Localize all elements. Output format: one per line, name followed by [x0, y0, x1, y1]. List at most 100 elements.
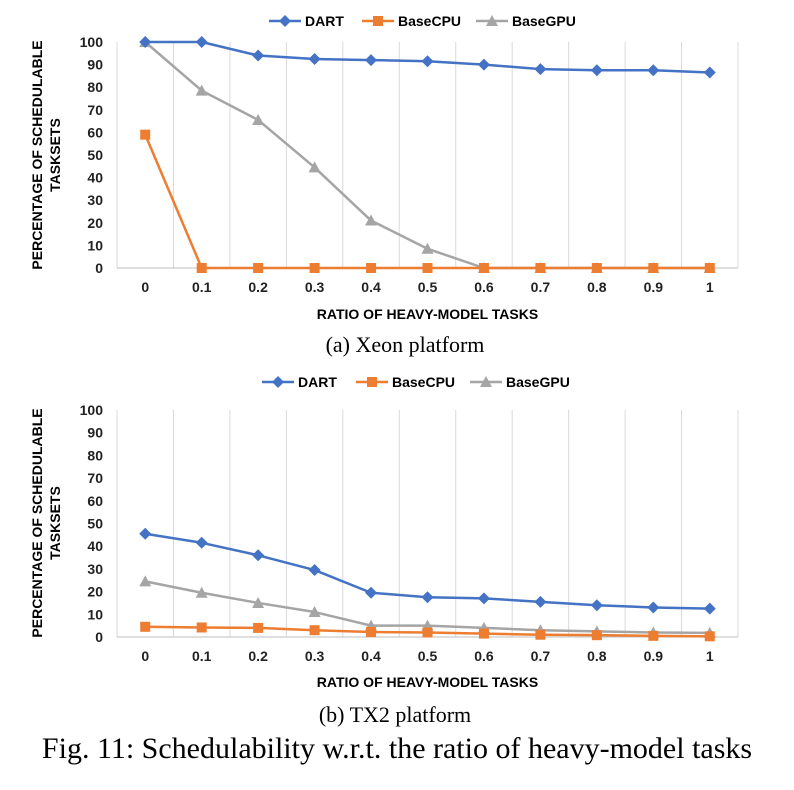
data-point-basecpu: [705, 631, 715, 641]
x-tick-label: 0.6: [474, 648, 494, 664]
y-tick-label: 20: [87, 584, 103, 600]
x-tick-label: 0.5: [418, 279, 438, 295]
x-tick-label: 1: [706, 279, 714, 295]
y-tick-label: 50: [87, 147, 103, 163]
data-point-basecpu: [535, 630, 545, 640]
x-tick-label: 0.9: [644, 279, 664, 295]
legend-label: BaseCPU: [398, 13, 461, 29]
data-point-basegpu: [139, 575, 151, 586]
data-point-basecpu: [648, 631, 658, 641]
y-tick-label: 30: [87, 192, 103, 208]
figure-caption: Fig. 11: Schedulability w.r.t. the ratio…: [42, 732, 752, 765]
legend-label: BaseCPU: [392, 374, 455, 390]
legend-marker: [279, 15, 291, 27]
y-tick-label: 80: [87, 79, 103, 95]
x-tick-label: 0.5: [418, 648, 438, 664]
legend-label: DART: [298, 374, 337, 390]
x-axis-title: RATIO OF HEAVY-MODEL TASKS: [317, 306, 538, 322]
x-tick-label: 0.8: [587, 648, 607, 664]
data-point-basecpu: [253, 623, 263, 633]
data-point-dart: [704, 67, 716, 79]
chart-tx2: 0 10 20 30 40 50 60 70 80 90 100 0 0.1 0.2 0.3 0.4 0.5 0.…: [29, 374, 738, 690]
y-axis-title-line2: TASKSETS: [47, 118, 63, 192]
y-tick-label: 100: [80, 34, 104, 50]
legend-label: DART: [305, 13, 344, 29]
data-point-basecpu: [592, 263, 602, 273]
data-point-basecpu: [648, 263, 658, 273]
x-tick-label: 0: [141, 279, 149, 295]
data-point-dart: [704, 603, 716, 615]
data-point-dart: [478, 59, 490, 71]
data-point-dart: [252, 50, 264, 62]
data-point-dart: [422, 591, 434, 603]
legend: DART BaseCPU BaseGPU: [262, 374, 570, 390]
data-point-basecpu: [535, 263, 545, 273]
data-point-basecpu: [705, 263, 715, 273]
y-tick-label: 10: [87, 237, 103, 253]
data-point-basecpu: [197, 622, 207, 632]
data-point-basecpu: [479, 629, 489, 639]
data-point-dart: [365, 54, 377, 66]
data-point-dart: [591, 599, 603, 611]
y-tick-label: 50: [87, 516, 103, 532]
series-dart: [139, 528, 716, 615]
y-tick-label: 70: [87, 102, 103, 118]
subcaption-xeon: (a) Xeon platform: [326, 332, 485, 357]
data-point-basecpu: [366, 263, 376, 273]
data-point-dart: [196, 36, 208, 48]
legend-label: BaseGPU: [512, 13, 576, 29]
data-point-dart: [196, 537, 208, 549]
x-tick-label: 0.6: [474, 279, 494, 295]
legend-item-basegpu: BaseGPU: [476, 13, 576, 29]
x-tick-label: 1: [706, 648, 714, 664]
x-tick-label: 0.9: [644, 648, 664, 664]
data-point-basecpu: [140, 130, 150, 140]
y-tick-label: 10: [87, 606, 103, 622]
data-point-dart: [591, 64, 603, 76]
y-tick-label: 90: [87, 57, 103, 73]
x-axis-title: RATIO OF HEAVY-MODEL TASKS: [317, 674, 538, 690]
x-tick-label: 0.8: [587, 279, 607, 295]
data-point-dart: [252, 549, 264, 561]
y-axis-title-line1: PERCENTAGE OF SCHEDULABLE: [29, 40, 45, 269]
legend-marker: [367, 377, 377, 387]
legend-item-basecpu: BaseCPU: [356, 374, 455, 390]
data-point-basecpu: [310, 625, 320, 635]
x-tick-label: 0.7: [531, 648, 551, 664]
data-point-dart: [647, 64, 659, 76]
legend-label: BaseGPU: [506, 374, 570, 390]
data-point-dart: [422, 55, 434, 67]
series-dart: [139, 36, 716, 79]
y-tick-label: 90: [87, 425, 103, 441]
data-point-dart: [365, 587, 377, 599]
data-point-basecpu: [253, 263, 263, 273]
legend-item-dart: DART: [269, 13, 344, 29]
data-point-basecpu: [310, 263, 320, 273]
legend: DART BaseCPU BaseGPU: [269, 13, 576, 29]
data-point-dart: [139, 528, 151, 540]
subcaption-tx2: (b) TX2 platform: [319, 702, 471, 727]
data-point-basecpu: [592, 630, 602, 640]
y-tick-label: 40: [87, 170, 103, 186]
y-tick-label: 40: [87, 538, 103, 554]
y-tick-label: 60: [87, 124, 103, 140]
x-tick-label: 0.2: [248, 648, 268, 664]
x-tick-label: 0.4: [361, 648, 381, 664]
x-tick-label: 0.2: [248, 279, 268, 295]
y-axis-title-line2: TASKSETS: [47, 486, 63, 560]
x-tick-label: 0: [141, 648, 149, 664]
x-tick-label: 0.1: [192, 648, 212, 664]
y-tick-label: 60: [87, 493, 103, 509]
data-point-dart: [478, 592, 490, 604]
data-point-basecpu: [423, 263, 433, 273]
legend-marker: [272, 376, 284, 388]
x-tick-label: 0.1: [192, 279, 212, 295]
y-tick-label: 0: [95, 260, 103, 276]
data-point-basecpu: [423, 627, 433, 637]
data-point-basegpu: [422, 243, 434, 254]
x-tick-label: 0.3: [305, 648, 325, 664]
y-axis-title-line1: PERCENTAGE OF SCHEDULABLE: [29, 408, 45, 637]
legend-item-basecpu: BaseCPU: [362, 13, 461, 29]
